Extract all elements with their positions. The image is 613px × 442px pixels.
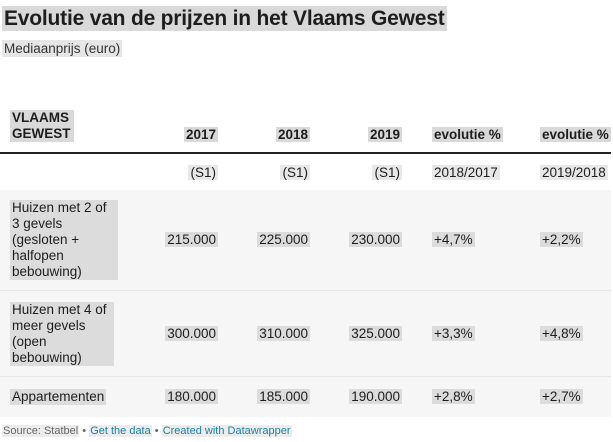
header-2019: 2019 bbox=[367, 127, 402, 142]
cell-value: 310.000 bbox=[222, 290, 314, 377]
header-region: VLAAMS GEWEST bbox=[0, 94, 152, 153]
chart-footer: Source: Statbel • Get the data • Created… bbox=[2, 425, 292, 437]
table-row: Huizen met 2 of 3 gevels (gesloten + hal… bbox=[0, 190, 611, 291]
subheader-cell bbox=[0, 153, 152, 190]
table-row: Huizen met 4 of meer gevels (open bebouw… bbox=[0, 290, 611, 377]
subheader-cell: 2019/2018 bbox=[540, 164, 608, 180]
cell-value: 225.000 bbox=[222, 190, 314, 291]
cell-value: +4,7% bbox=[406, 190, 536, 291]
header-row: VLAAMS GEWEST 2017 2018 2019 evolutie % … bbox=[0, 94, 611, 153]
cell-value: +2,8% bbox=[406, 376, 536, 417]
cell-value: 325.000 bbox=[314, 290, 406, 377]
subheader-cell: (S1) bbox=[280, 164, 310, 180]
separator: • bbox=[79, 425, 90, 437]
cell-value: +2,7% bbox=[536, 376, 611, 417]
subheader-row: (S1) (S1) (S1) 2018/2017 2019/2018 bbox=[0, 153, 611, 190]
row-label: Huizen met 4 of meer gevels (open bebouw… bbox=[0, 290, 152, 377]
chart-subtitle: Mediaanprijs (euro) bbox=[2, 40, 123, 57]
header-evolutie-1: evolutie % bbox=[432, 127, 503, 142]
subheader-cell: 2018/2017 bbox=[432, 164, 500, 180]
cell-value: +3,3% bbox=[406, 290, 536, 377]
get-data-link[interactable]: Get the data bbox=[89, 425, 152, 437]
header-2018: 2018 bbox=[275, 127, 310, 142]
cell-value: +4,8% bbox=[536, 290, 611, 377]
header-evolutie-2: evolutie % bbox=[540, 127, 611, 142]
cell-value: 215.000 bbox=[152, 190, 222, 291]
cell-value: +2,2% bbox=[536, 190, 611, 291]
datawrapper-link[interactable]: Created with Datawrapper bbox=[161, 425, 292, 437]
table-row: Appartementen 180.000 185.000 190.000 +2… bbox=[0, 376, 611, 417]
subheader-cell: (S1) bbox=[188, 164, 218, 180]
source-text: Source: Statbel bbox=[2, 425, 80, 437]
price-table: VLAAMS GEWEST 2017 2018 2019 evolutie % … bbox=[0, 94, 611, 417]
subheader-cell: (S1) bbox=[372, 164, 402, 180]
cell-value: 185.000 bbox=[222, 376, 314, 417]
row-label: Appartementen bbox=[0, 376, 152, 417]
separator: • bbox=[151, 425, 162, 437]
header-2017: 2017 bbox=[183, 127, 218, 142]
cell-value: 300.000 bbox=[152, 290, 222, 377]
row-label: Huizen met 2 of 3 gevels (gesloten + hal… bbox=[0, 190, 152, 291]
cell-value: 190.000 bbox=[314, 376, 406, 417]
cell-value: 180.000 bbox=[152, 376, 222, 417]
chart-title: Evolutie van de prijzen in het Vlaams Ge… bbox=[2, 6, 447, 31]
cell-value: 230.000 bbox=[314, 190, 406, 291]
